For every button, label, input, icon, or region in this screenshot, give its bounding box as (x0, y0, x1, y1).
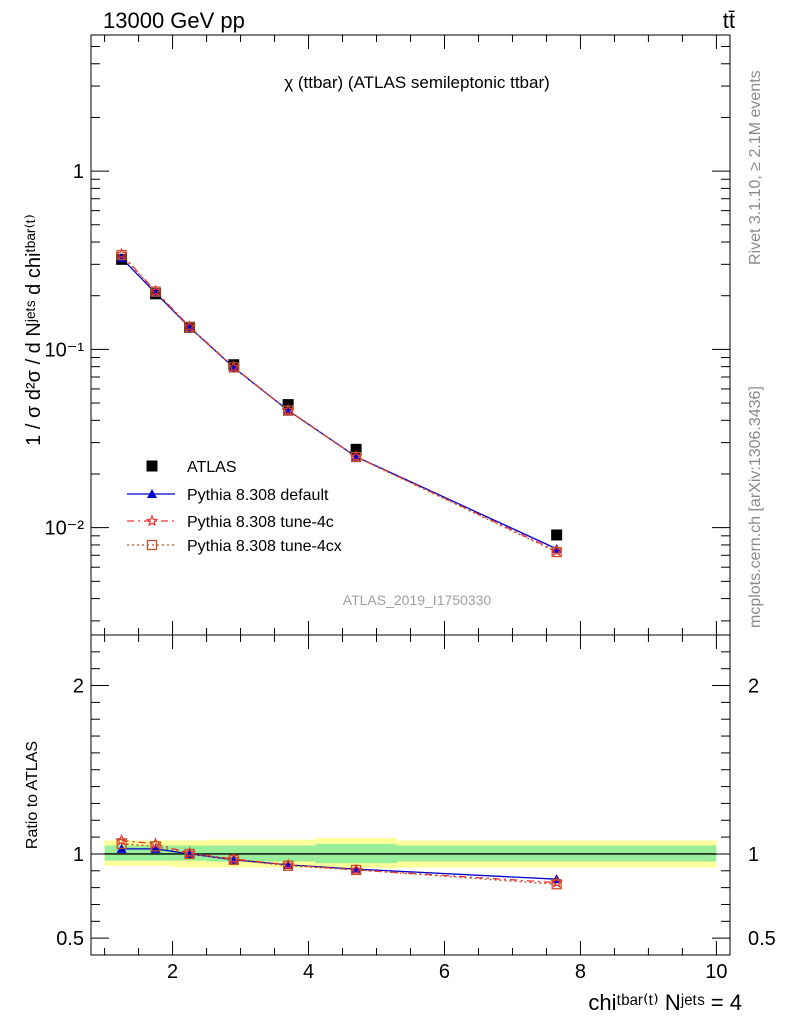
y-tick-label: 1 (73, 844, 84, 866)
ratio-point (184, 848, 195, 860)
data-point (281, 403, 295, 416)
x-tick-label: 8 (575, 961, 586, 983)
data-point (116, 249, 127, 261)
ratio-point (183, 846, 196, 859)
legend: ATLAS Pythia 8.308 default Pythia 8.308 tu… (127, 459, 342, 555)
ratio-point (281, 858, 295, 871)
series-line-1 (121, 257, 557, 550)
x-tick-label: 10 (705, 961, 727, 983)
ratio-point (551, 879, 562, 890)
data-point (350, 451, 362, 463)
mcplots-label: mcplots.cern.ch [arXiv:1306.3436] (747, 386, 764, 628)
ratio-point (227, 852, 240, 865)
data-point (350, 443, 362, 455)
legend-label: Pythia 8.308 tune-4c (187, 514, 334, 531)
ratio-point (350, 864, 362, 876)
data-point (282, 405, 294, 416)
data-point (228, 362, 239, 373)
data-point (349, 450, 363, 463)
ratio-point (282, 860, 294, 871)
data-point (115, 247, 128, 260)
main-panel: χ (ttbar) (ATLAS semileptonic ttbar) ATL… (23, 34, 731, 636)
legend-marker (147, 489, 157, 498)
analysis-watermark: ATLAS_2019_I1750330 (343, 592, 492, 608)
data-point (183, 320, 196, 333)
data-point (150, 286, 161, 297)
ratio-frame (90, 634, 731, 956)
legend-label: Pythia 8.308 tune-4cx (187, 538, 342, 555)
legend-marker (146, 539, 158, 551)
x-tick-label: 6 (439, 961, 450, 983)
legend-label: ATLAS (187, 459, 237, 476)
ratio-point (349, 863, 363, 876)
legend-label: Pythia 8.308 default (187, 487, 329, 504)
main-y-axis-label: 1 / σ d²σ / d Nʲᵉᵗˢ d chiᵗᵇᵃʳ⁽ᵗ⁾ (23, 214, 45, 446)
data-point (184, 322, 195, 333)
y-tick-label-right: 1 (748, 844, 759, 866)
ratio-point (116, 838, 127, 849)
series-line-3 (121, 254, 557, 553)
ratio-point (150, 841, 161, 852)
y-tick-label-right: 2 (748, 676, 759, 698)
data-point (550, 544, 563, 557)
legend-marker (146, 460, 158, 472)
ratio-y-axis-label: Ratio to ATLAS (24, 741, 41, 849)
data-point (551, 529, 563, 541)
y-tick-label: 0.5 (56, 928, 84, 950)
y-tick-label: 10⁻² (45, 518, 85, 540)
data-point (551, 546, 562, 558)
process-label: tt̄ (723, 8, 735, 33)
data-point (227, 360, 240, 373)
ratio-panel: Ratio to ATLAS 2 2 1 1 0.5 0.5 2 4 6 8 10 chiᵗᵇᵃʳ… (24, 35, 776, 1015)
series-line-2 (121, 253, 557, 552)
energy-label: 13000 GeV pp (103, 8, 245, 33)
ratio-point (550, 876, 563, 888)
chart-title: χ (ttbar) (ATLAS semileptonic ttbar) (284, 73, 550, 92)
legend-marker (145, 514, 159, 527)
y-tick-label-right: 0.5 (748, 928, 776, 950)
y-tick-label: 2 (73, 676, 84, 698)
y-tick-label: 1 (73, 161, 84, 183)
x-axis-label: chiᵗᵇᵃʳ⁽ᵗ⁾ Nʲᵉᵗˢ = 4 (588, 990, 742, 1015)
ratio-point (228, 854, 239, 865)
x-tick-label: 4 (303, 961, 314, 983)
rivet-label: Rivet 3.1.10, ≥ 2.1M events (747, 70, 764, 265)
y-tick-label: 10⁻¹ (45, 339, 85, 361)
data-point (149, 284, 162, 297)
x-tick-label: 2 (167, 961, 178, 983)
